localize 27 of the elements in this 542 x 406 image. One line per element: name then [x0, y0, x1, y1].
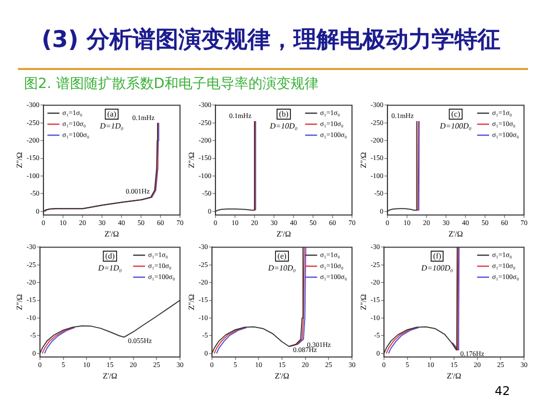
x-axis-title: Z'/Ω [276, 229, 292, 238]
text: (e) [278, 251, 287, 260]
text: D=100D₀ [420, 263, 454, 272]
x-axis-title: Z'/Ω [104, 229, 120, 238]
x-axis-title: Z'/Ω [274, 371, 290, 380]
y-axis-title: Z''/Ω [358, 152, 368, 168]
text: D=10D₀ [267, 263, 296, 272]
text: (f) [433, 251, 442, 260]
text: (a) [107, 109, 116, 118]
text: 42 [494, 384, 510, 398]
text: (b) [279, 109, 289, 118]
text: D=1D₀ [97, 263, 122, 272]
x-axis-title: Z'/Ω [102, 371, 118, 380]
x-axis-title: Z'/Ω [446, 371, 462, 380]
text: (c) [451, 109, 460, 118]
y-axis-title: Z''/Ω [186, 152, 196, 168]
y-axis-title: Z''/Ω [14, 152, 24, 168]
text: (d) [105, 251, 115, 260]
text: D=10D₀ [268, 121, 298, 130]
y-axis-title: Z''/Ω [14, 294, 24, 310]
text: D=100D₀ [438, 121, 472, 130]
y-axis-title: Z''/Ω [186, 294, 196, 310]
text: D=1D₀ [98, 121, 124, 130]
text: 图2. 谱图随扩散系数D和电子电导率的演变规律 [24, 75, 319, 93]
x-axis-title: Z'/Ω [448, 229, 464, 238]
text: (3) 分析谱图演变规律，理解电极动力学特征 [40, 26, 502, 55]
y-axis-title: Z''/Ω [358, 294, 368, 310]
